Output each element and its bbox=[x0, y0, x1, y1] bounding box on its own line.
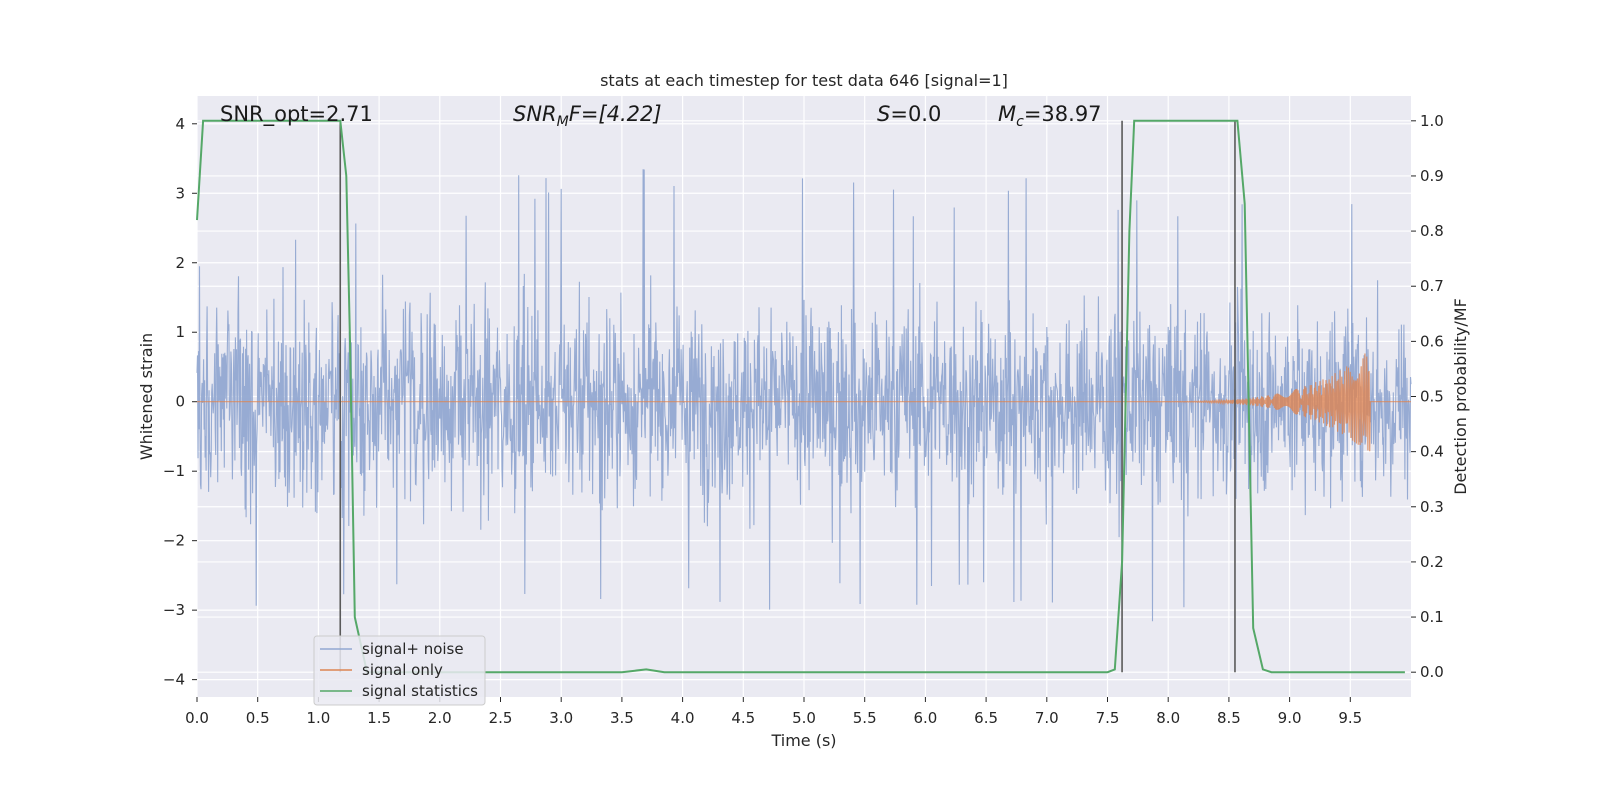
y-right-tick-label: 1.0 bbox=[1420, 112, 1444, 130]
y-right-tick-label: 0.6 bbox=[1420, 332, 1444, 350]
y-left-axis-label: Whitened strain bbox=[137, 333, 156, 460]
annotation-s-value: =0.0 bbox=[890, 102, 941, 126]
x-tick-label: 5.0 bbox=[792, 709, 816, 727]
x-tick-label: 3.0 bbox=[549, 709, 573, 727]
x-tick-label: 6.5 bbox=[974, 709, 998, 727]
legend: signal+ noise signal only signal statist… bbox=[313, 635, 486, 706]
x-tick-label: 1.5 bbox=[367, 709, 391, 727]
x-tick-label: 4.0 bbox=[671, 709, 695, 727]
x-tick-label: 3.5 bbox=[610, 709, 634, 727]
signal-only-line bbox=[197, 353, 1411, 452]
x-tick-label: 9.0 bbox=[1278, 709, 1302, 727]
y-right-tick-label: 0.8 bbox=[1420, 222, 1444, 240]
x-tick-label: 9.5 bbox=[1338, 709, 1362, 727]
y-left-tick-label: 4 bbox=[175, 115, 185, 133]
x-tick-label: 0.0 bbox=[185, 709, 209, 727]
y-right-axis-ticks: 1.0 0.9 0.8 0.7 0.6 0.5 0.4 0.3 0.2 0.1 0.0 bbox=[1411, 112, 1444, 681]
y-left-tick-label: 0 bbox=[175, 393, 185, 411]
x-tick-label: 2.5 bbox=[489, 709, 513, 727]
annotation-snr-mf-symbol: SNR bbox=[513, 102, 557, 126]
x-tick-label: 0.5 bbox=[246, 709, 270, 727]
annotation-snr-mf-value: F=[4.22] bbox=[569, 102, 662, 126]
y-right-tick-label: 0.9 bbox=[1420, 167, 1444, 185]
chart-title: stats at each timestep for test data 646… bbox=[600, 71, 1008, 90]
annotation-s: S=0.0 bbox=[877, 102, 941, 126]
signal-statistics-series bbox=[196, 119, 1405, 674]
y-left-tick-label: −3 bbox=[163, 601, 185, 619]
annotation-mc-value: =38.97 bbox=[1024, 102, 1102, 126]
x-tick-label: 4.5 bbox=[731, 709, 755, 727]
annotation-mc: Mc=38.97 bbox=[998, 102, 1102, 130]
annotation-mc-subscript: c bbox=[1016, 114, 1024, 130]
signal-noise-line bbox=[196, 169, 1412, 622]
y-left-tick-label: 1 bbox=[175, 323, 185, 341]
x-tick-label: 7.0 bbox=[1035, 709, 1059, 727]
y-right-tick-label: 0.7 bbox=[1420, 277, 1444, 295]
y-left-tick-label: −2 bbox=[163, 532, 185, 550]
annotation-snr-mf: SNRMF=[4.22] bbox=[513, 102, 662, 130]
y-right-axis-label: Detection probability/MF bbox=[1451, 298, 1470, 495]
signal-noise-series bbox=[196, 169, 1412, 622]
signal-only-series bbox=[197, 353, 1411, 452]
annotation-snr-mf-subscript: M bbox=[557, 114, 569, 130]
x-axis-ticks: 0.0 0.5 1.0 1.5 2.0 2.5 3.0 3.5 4.0 4.5 5.0 5.5 6.0 6… bbox=[185, 697, 1362, 727]
x-tick-label: 7.5 bbox=[1096, 709, 1120, 727]
x-axis-label: Time (s) bbox=[770, 731, 836, 750]
y-right-tick-label: 0.5 bbox=[1420, 388, 1444, 406]
annotation-s-symbol: S bbox=[877, 102, 890, 126]
x-tick-label: 5.5 bbox=[853, 709, 877, 727]
y-right-tick-label: 0.4 bbox=[1420, 443, 1444, 461]
x-tick-label: 8.0 bbox=[1156, 709, 1180, 727]
y-right-tick-label: 0.1 bbox=[1420, 608, 1444, 626]
signal-statistics-line bbox=[196, 119, 1405, 674]
x-tick-label: 8.5 bbox=[1217, 709, 1241, 727]
y-right-tick-label: 0.0 bbox=[1420, 663, 1444, 681]
y-left-tick-label: 3 bbox=[175, 184, 185, 202]
annotation-mc-symbol: M bbox=[998, 102, 1016, 126]
x-tick-label: 6.0 bbox=[913, 709, 937, 727]
x-tick-label: 2.0 bbox=[428, 709, 452, 727]
annotation-snr-opt: SNR_opt=2.71 bbox=[220, 102, 373, 127]
y-left-axis-ticks: 4 3 2 1 0 −1 −2 −3 −4 bbox=[163, 115, 197, 689]
y-right-tick-label: 0.2 bbox=[1420, 553, 1444, 571]
y-right-tick-label: 0.3 bbox=[1420, 498, 1444, 516]
vertical-markers bbox=[339, 120, 1236, 673]
y-left-tick-label: 2 bbox=[175, 254, 185, 272]
legend-entry-signal-noise: signal+ noise bbox=[362, 640, 464, 658]
legend-box bbox=[313, 635, 486, 706]
y-left-tick-label: −1 bbox=[163, 462, 185, 480]
legend-entry-signal-only: signal only bbox=[362, 661, 443, 679]
y-left-tick-label: −4 bbox=[163, 671, 185, 689]
x-tick-label: 1.0 bbox=[306, 709, 330, 727]
legend-entry-signal-statistics: signal statistics bbox=[362, 682, 478, 700]
